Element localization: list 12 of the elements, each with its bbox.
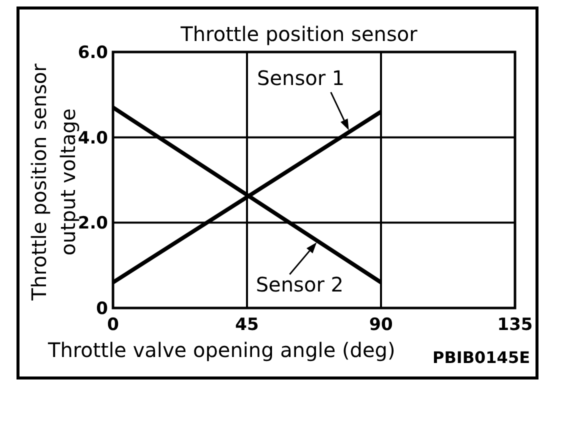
y-tick-label: 0	[96, 299, 108, 319]
x-tick-label: 135	[497, 315, 533, 335]
x-tick-label: 90	[369, 315, 393, 335]
legend-label: Sensor 2	[256, 272, 344, 296]
y-tick-label: 2.0	[78, 214, 108, 234]
x-tick-label: 45	[235, 315, 259, 335]
y-axis-title: Throttle position sensor output voltage	[27, 62, 80, 302]
text: PBIB0145E	[432, 348, 530, 367]
series-label: Sensor 1	[257, 66, 345, 90]
x-axis-title: Throttle valve opening angle (deg)	[47, 338, 396, 362]
y-tick-label: 6.0	[78, 43, 108, 63]
chart-title: Throttle position sensor	[180, 22, 418, 46]
